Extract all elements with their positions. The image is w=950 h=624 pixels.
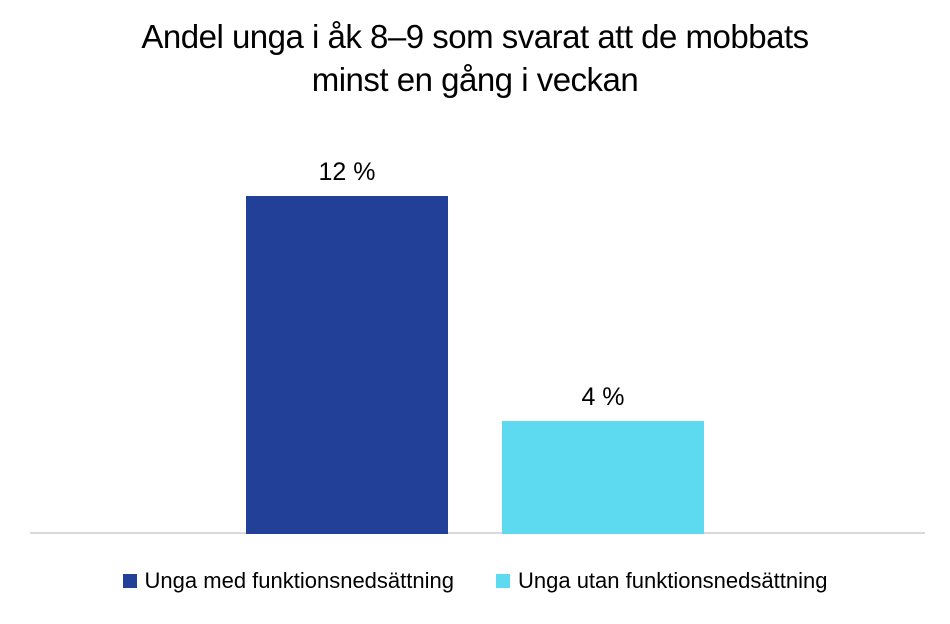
chart-title: Andel unga i åk 8–9 som svarat att de mo… — [0, 0, 950, 102]
x-axis-line — [30, 532, 925, 534]
chart-title-line-1: Andel unga i åk 8–9 som svarat att de mo… — [141, 18, 809, 55]
legend-item-utan-funktionsnedsattning: Unga utan funktionsnedsättning — [495, 568, 828, 594]
bar-utan-funktionsnedsattning — [502, 421, 704, 534]
legend: Unga med funktionsnedsättning Unga utan … — [0, 568, 950, 594]
legend-swatch-dark-blue-icon — [122, 574, 137, 588]
bar-med-funktionsnedsattning — [246, 196, 448, 534]
legend-label-utan-funktionsnedsattning: Unga utan funktionsnedsättning — [517, 568, 828, 593]
chart-title-line-2: minst en gång i veckan — [311, 60, 639, 98]
plot-area: 12 % 4 % — [0, 140, 950, 534]
data-label-utan-funktionsnedsattning: 4 % — [581, 383, 625, 412]
bar-group-med-funktionsnedsattning: 12 % — [246, 140, 448, 534]
legend-swatch-cyan-icon — [495, 574, 510, 588]
legend-item-med-funktionsnedsattning: Unga med funktionsnedsättning — [122, 568, 454, 594]
legend-label-med-funktionsnedsattning: Unga med funktionsnedsättning — [144, 568, 454, 593]
data-label-med-funktionsnedsattning: 12 % — [318, 158, 376, 187]
bar-group-utan-funktionsnedsattning: 4 % — [502, 140, 704, 534]
bars-container: 12 % 4 % — [0, 140, 950, 534]
